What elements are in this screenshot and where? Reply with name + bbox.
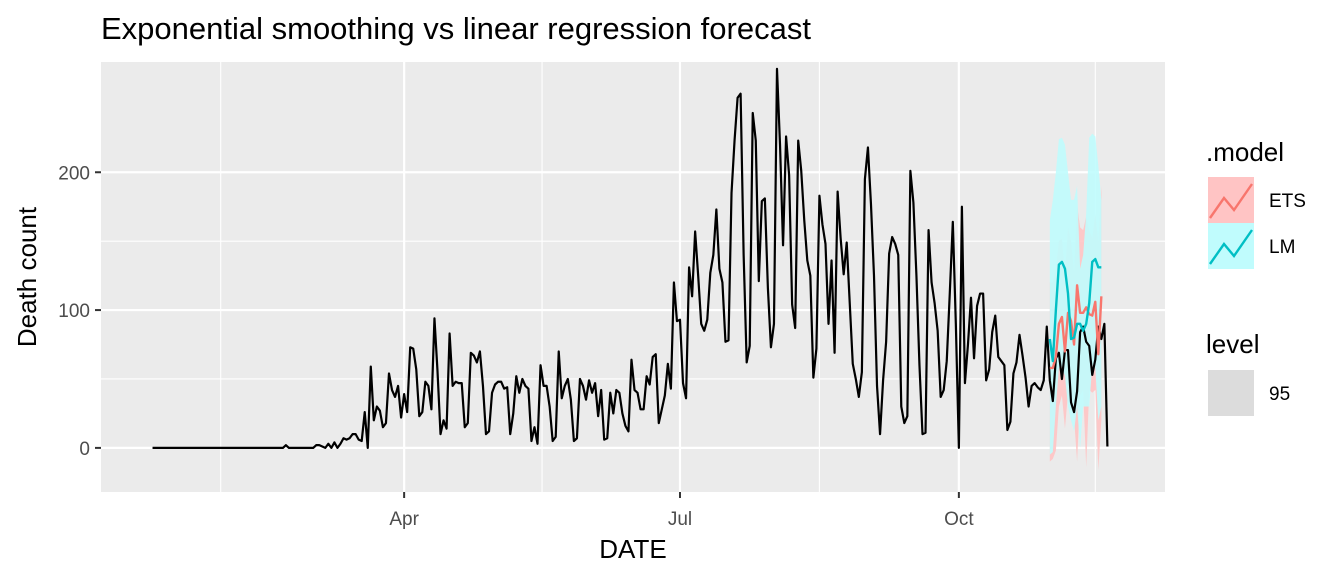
series-lines — [152, 67, 1109, 449]
legend-key-lm — [1208, 223, 1254, 269]
legend-title-level: level — [1206, 329, 1259, 359]
y-tick-label: 0 — [79, 439, 90, 460]
x-tick-label: Apr — [389, 509, 419, 530]
y-axis-title: Death count — [12, 206, 42, 347]
plot-panel — [101, 62, 1165, 492]
legend-label-lm: LM — [1269, 237, 1295, 258]
legend-key-line-lm — [1209, 229, 1253, 265]
legend-key-line-ets — [1209, 183, 1253, 219]
x-axis-title: DATE — [599, 534, 666, 564]
axis-ticks: 0 100 200 Apr Jul Oct — [58, 163, 974, 530]
y-tick-label: 100 — [58, 301, 90, 322]
x-tick-label: Oct — [944, 509, 974, 530]
forecast-line-ets — [1049, 284, 1103, 370]
forecast-line-lm — [1048, 257, 1102, 363]
legend: .model ETS LM level 95 — [1206, 137, 1306, 416]
legend-title-model: .model — [1206, 137, 1284, 167]
legend-key-level — [1208, 370, 1254, 416]
legend-key-ets — [1208, 177, 1254, 223]
x-tick-label: Jul — [668, 509, 692, 530]
legend-label-level: 95 — [1269, 384, 1290, 405]
history-line — [152, 67, 1109, 449]
y-tick-label: 200 — [58, 163, 90, 184]
legend-label-ets: ETS — [1269, 191, 1306, 212]
chart-title: Exponential smoothing vs linear regressi… — [101, 11, 811, 46]
